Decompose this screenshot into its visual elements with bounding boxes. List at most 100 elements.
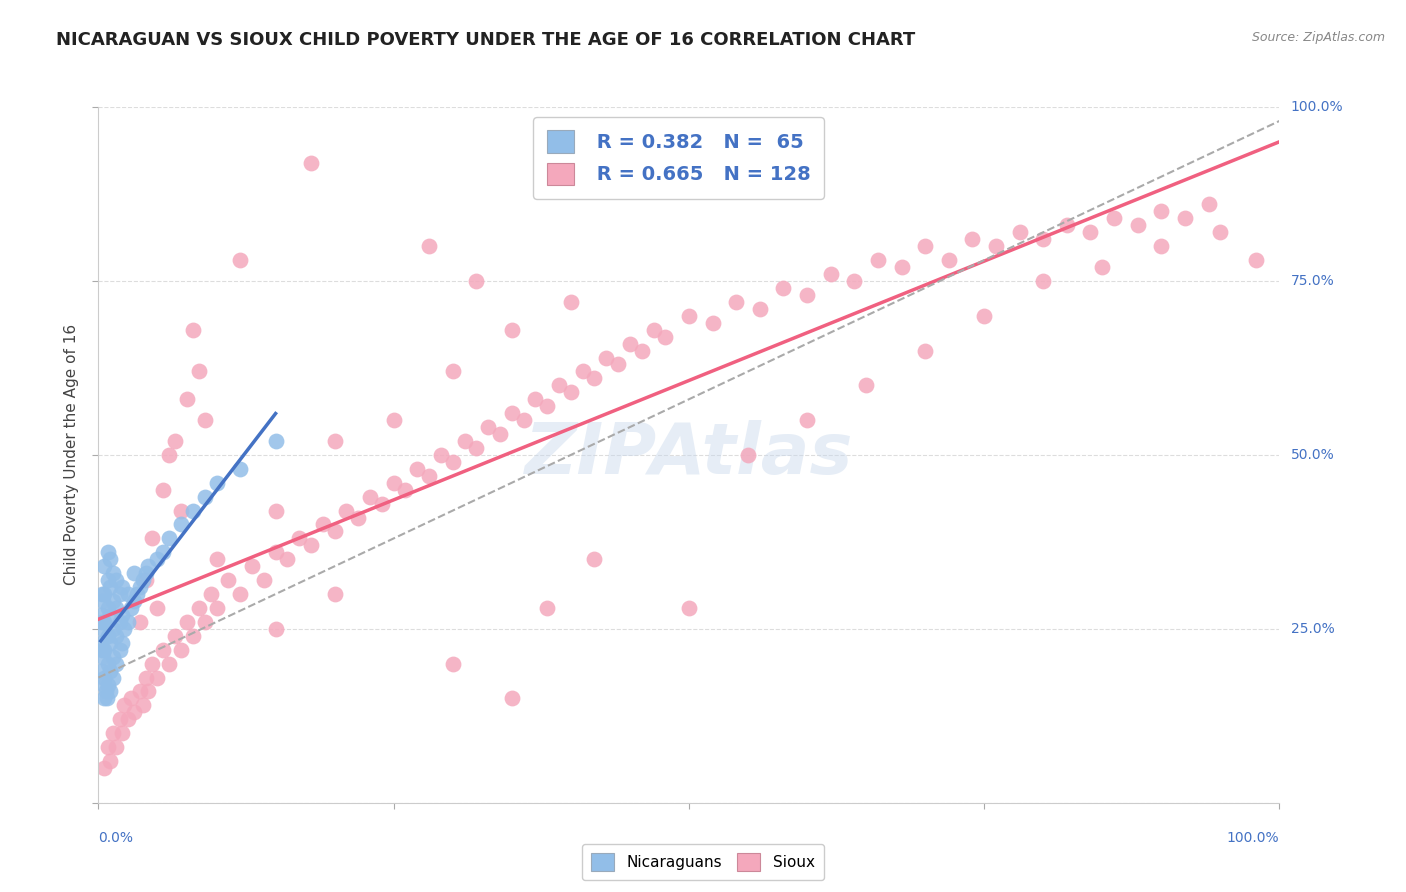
- Point: [105, 629, 128, 643]
- Point: [382, 475, 405, 490]
- Point: [97, 657, 120, 671]
- Point: [176, 615, 198, 629]
- Point: [93, 587, 115, 601]
- Point: [112, 698, 135, 713]
- Point: [122, 566, 145, 581]
- Point: [1056, 219, 1078, 233]
- Point: [1126, 219, 1149, 233]
- Point: [101, 594, 124, 608]
- Point: [194, 615, 217, 629]
- Point: [984, 239, 1007, 253]
- Point: [135, 573, 157, 587]
- Point: [1102, 211, 1125, 226]
- Point: [170, 503, 193, 517]
- Point: [146, 552, 169, 566]
- Point: [748, 301, 770, 316]
- Point: [181, 629, 204, 643]
- Point: [132, 698, 155, 713]
- Point: [98, 664, 121, 678]
- Point: [200, 587, 222, 601]
- Point: [91, 642, 114, 657]
- Point: [264, 545, 287, 559]
- Point: [98, 580, 121, 594]
- Point: [595, 351, 617, 365]
- Point: [240, 559, 263, 574]
- Point: [796, 413, 818, 427]
- Point: [299, 155, 322, 169]
- Point: [323, 434, 346, 448]
- Point: [94, 684, 117, 698]
- Point: [98, 607, 121, 622]
- Point: [117, 712, 139, 726]
- Point: [108, 587, 131, 601]
- Point: [560, 294, 582, 309]
- Point: [524, 392, 547, 407]
- Point: [105, 573, 128, 587]
- Point: [93, 761, 115, 775]
- Point: [93, 642, 115, 657]
- Point: [973, 309, 995, 323]
- Point: [117, 615, 139, 629]
- Text: 0.0%: 0.0%: [98, 830, 134, 845]
- Point: [111, 726, 134, 740]
- Point: [453, 434, 475, 448]
- Point: [96, 691, 118, 706]
- Point: [170, 517, 193, 532]
- Point: [678, 309, 700, 323]
- Point: [91, 594, 114, 608]
- Legend: Nicaraguans, Sioux: Nicaraguans, Sioux: [582, 844, 824, 880]
- Point: [108, 712, 131, 726]
- Point: [205, 552, 228, 566]
- Point: [91, 615, 114, 629]
- Point: [205, 475, 228, 490]
- Point: [165, 434, 187, 448]
- Point: [489, 427, 512, 442]
- Point: [571, 364, 593, 378]
- Point: [105, 657, 128, 671]
- Point: [128, 684, 150, 698]
- Point: [122, 594, 145, 608]
- Point: [630, 343, 652, 358]
- Point: [229, 462, 252, 476]
- Point: [136, 559, 159, 574]
- Point: [108, 642, 131, 657]
- Point: [91, 622, 114, 636]
- Point: [111, 607, 134, 622]
- Point: [98, 754, 121, 768]
- Point: [128, 615, 150, 629]
- Point: [418, 239, 440, 253]
- Point: [157, 657, 180, 671]
- Point: [121, 691, 143, 706]
- Point: [152, 483, 174, 497]
- Point: [890, 260, 912, 274]
- Point: [90, 607, 112, 622]
- Point: [335, 503, 357, 517]
- Point: [181, 323, 204, 337]
- Point: [1032, 274, 1054, 288]
- Text: Source: ZipAtlas.com: Source: ZipAtlas.com: [1251, 31, 1385, 45]
- Point: [176, 392, 198, 407]
- Point: [359, 490, 381, 504]
- Point: [194, 490, 217, 504]
- Point: [501, 691, 523, 706]
- Point: [441, 364, 464, 378]
- Point: [607, 358, 630, 372]
- Point: [441, 455, 464, 469]
- Point: [128, 580, 150, 594]
- Point: [132, 573, 155, 587]
- Point: [536, 399, 558, 413]
- Point: [264, 434, 287, 448]
- Point: [678, 601, 700, 615]
- Point: [93, 615, 115, 629]
- Point: [418, 468, 440, 483]
- Point: [855, 378, 877, 392]
- Point: [772, 281, 794, 295]
- Point: [152, 545, 174, 559]
- Point: [105, 601, 128, 615]
- Point: [229, 587, 252, 601]
- Point: [181, 503, 204, 517]
- Point: [394, 483, 416, 497]
- Y-axis label: Child Poverty Under the Age of 16: Child Poverty Under the Age of 16: [65, 325, 79, 585]
- Point: [382, 413, 405, 427]
- Point: [1032, 232, 1054, 246]
